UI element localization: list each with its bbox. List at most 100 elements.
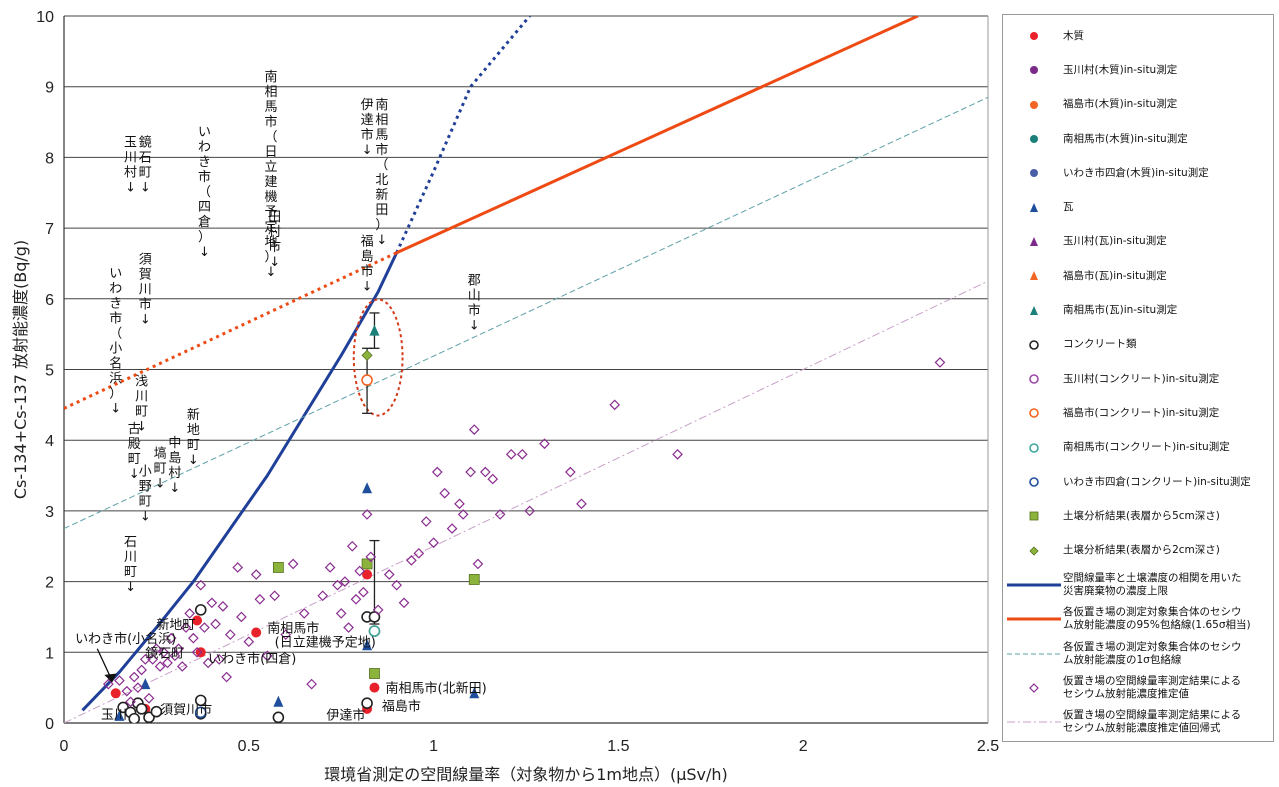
data-point: [139, 654, 151, 665]
legend-entry: 各仮置き場の測定対象集合体のセシウ ム放射能濃度の1σ包絡線: [1003, 636, 1273, 670]
data-point: [287, 558, 299, 570]
location-label: 南相馬市（北新田）↓: [375, 97, 388, 248]
data-point: [143, 711, 155, 723]
legend-entry: 福島市(木質)in-situ測定: [1003, 88, 1273, 122]
legend-label: コンクリート類: [1063, 338, 1137, 351]
data-point: [362, 639, 373, 651]
data-point: [431, 466, 443, 478]
data-point: [343, 622, 354, 633]
legend-marker: [1030, 305, 1038, 315]
data-point: [188, 632, 199, 644]
data-point: [368, 625, 381, 637]
y-tick-label: 2: [45, 575, 54, 592]
y-tick-label: 8: [45, 150, 54, 167]
legend-entry: 各仮置き場の測定対象集合体のセシウ ム放射能濃度の95%包絡線(1.65σ相当): [1003, 602, 1273, 636]
data-point: [110, 688, 121, 699]
data-point: [358, 586, 369, 598]
legend-marker: [1029, 340, 1039, 350]
legend-symbol: [1007, 721, 1061, 723]
location-label: 塙町↓: [154, 446, 167, 492]
legend-label: 土壌分析結果(表層から5cm深さ): [1063, 509, 1220, 522]
legend-symbol: [1029, 511, 1039, 521]
error-bars: [352, 298, 404, 625]
data-point: [346, 540, 358, 552]
y-tick-label: 1: [45, 645, 54, 662]
point-label: 伊達市: [326, 708, 365, 724]
legend-marker: [1029, 477, 1039, 487]
pointer-arrowhead: [104, 673, 117, 683]
data-point: [428, 537, 439, 549]
legend-symbol: [1029, 408, 1039, 419]
legend-label: 福島市(コンクリート)in-situ測定: [1063, 406, 1220, 419]
point-label: 南相馬市(北新田): [386, 681, 487, 697]
data-point: [202, 657, 214, 669]
data-point: [406, 555, 417, 566]
legend-symbol: [1029, 682, 1039, 693]
data-point: [672, 448, 683, 460]
data-point: [361, 374, 373, 386]
legend-symbol: [1029, 340, 1039, 350]
legend-label: 南相馬市(コンクリート)in-situ測定: [1063, 441, 1230, 454]
data-point: [539, 438, 550, 450]
data-point: [298, 608, 310, 619]
legend-entry: いわき市四倉(コンクリート)in-situ測定: [1003, 465, 1273, 499]
legend-marker: [1030, 135, 1038, 144]
data-point: [221, 671, 232, 683]
data-point: [151, 643, 162, 655]
point-label: 須賀川市: [160, 702, 212, 718]
location-label: 古殿町↓: [128, 422, 141, 482]
data-point: [143, 692, 155, 704]
legend-entry: 玉川村(木質)in-situ測定: [1003, 53, 1273, 87]
point-label: 南相馬市: [267, 621, 319, 637]
location-label: いわき市（小名浜）↓: [109, 266, 122, 416]
data-point: [232, 562, 244, 573]
data-point: [236, 611, 247, 623]
data-point: [217, 600, 229, 612]
legend-symbol: [1029, 546, 1039, 556]
data-point: [339, 576, 351, 587]
data-point: [361, 349, 373, 361]
data-point: [469, 687, 480, 699]
data-point: [609, 399, 621, 411]
point-label: (日立建機予定地): [275, 636, 376, 651]
data-point: [194, 694, 207, 707]
location-label: 伊達市↓: [361, 98, 374, 158]
legend-label: いわき市四倉(木質)in-situ測定: [1063, 166, 1209, 179]
data-point: [128, 712, 141, 723]
data-point: [192, 615, 203, 626]
x-axis-label: 環境省測定の空間線量率（対象物から1m地点）(μSv/h): [324, 765, 728, 784]
data-point: [362, 569, 373, 580]
data-point: [254, 593, 266, 605]
data-point: [324, 562, 336, 573]
legend-symbol: [1030, 66, 1038, 75]
location-label: 小野町↓: [139, 464, 152, 524]
legend: 木質 玉川村(木質)in-situ測定 福島市(木質)in-situ測定 南相馬市(木…: [1002, 14, 1274, 742]
data-point: [135, 703, 148, 715]
data-point: [361, 558, 373, 570]
point-label: 玉川: [101, 708, 127, 723]
x-tick-label: 0.5: [238, 738, 260, 755]
data-point: [457, 509, 469, 520]
y-tick-label: 7: [45, 221, 54, 238]
legend-symbol: [1030, 169, 1038, 178]
data-point: [516, 448, 528, 460]
data-point: [132, 682, 144, 693]
data-point: [250, 569, 262, 580]
series-line-2: [64, 96, 988, 530]
legend-entry: いわき市四倉(木質)in-situ測定: [1003, 156, 1273, 190]
legend-marker: [1029, 682, 1039, 693]
data-point: [210, 618, 221, 630]
data-point: [191, 646, 203, 658]
data-point: [391, 579, 402, 591]
legend-symbol: [1030, 236, 1038, 246]
data-point: [269, 590, 281, 602]
legend-symbol: [1030, 100, 1038, 109]
data-point: [306, 678, 317, 690]
legend-entry: 土壌分析結果(表層から5cm深さ): [1003, 499, 1273, 533]
series-line-extension-0: [395, 16, 531, 254]
data-point: [361, 697, 373, 710]
legend-entry: 福島市(コンクリート)in-situ測定: [1003, 396, 1273, 430]
envelope-lines: [64, 16, 988, 723]
location-label: 郡山市↓: [468, 274, 481, 334]
